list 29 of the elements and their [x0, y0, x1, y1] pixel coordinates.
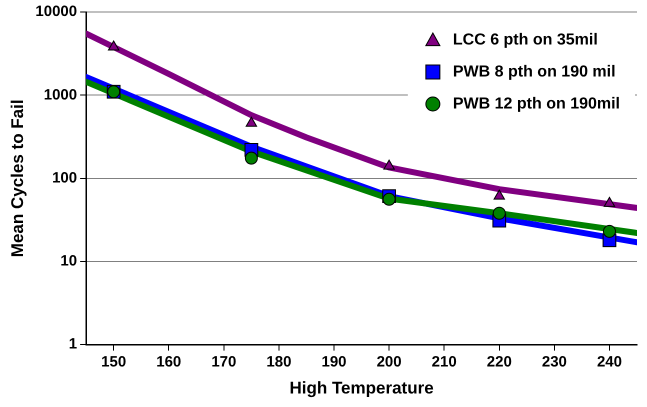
point — [383, 160, 395, 170]
point — [246, 116, 258, 127]
x-tick-label: 220 — [486, 354, 512, 371]
legend-label: PWB 8 pth on 190 mil — [452, 63, 616, 80]
y-tick-label: 1 — [68, 336, 78, 353]
point — [604, 196, 616, 207]
x-tick-label: 160 — [156, 354, 182, 371]
y-tick-label: 1000 — [44, 86, 78, 104]
x-tick-label: 170 — [211, 354, 236, 371]
x-tick-label: 190 — [321, 354, 347, 371]
point — [382, 192, 396, 206]
point — [602, 224, 616, 238]
x-tick-label: 180 — [266, 354, 292, 371]
x-tick-label: 210 — [432, 354, 457, 371]
x-tick-label: 200 — [376, 354, 402, 371]
legend-label: LCC 6 pth on 35mil — [452, 31, 598, 48]
y-axis-title: Mean Cycles to Fail — [8, 99, 27, 258]
x-tick-label: 230 — [542, 354, 567, 371]
point — [492, 206, 506, 220]
point — [494, 190, 505, 200]
point — [244, 152, 258, 165]
y-tick-label: 10000 — [35, 3, 78, 20]
y-tick-label: 10 — [60, 252, 78, 270]
x-axis-title: High Temperature — [289, 378, 434, 398]
y-tick-label: 100 — [52, 169, 78, 186]
point — [108, 40, 120, 50]
x-tick-label: 240 — [596, 354, 622, 371]
legend-label: PWB 12 pth on 190mil — [452, 95, 620, 112]
x-tick-label: 150 — [101, 354, 126, 371]
